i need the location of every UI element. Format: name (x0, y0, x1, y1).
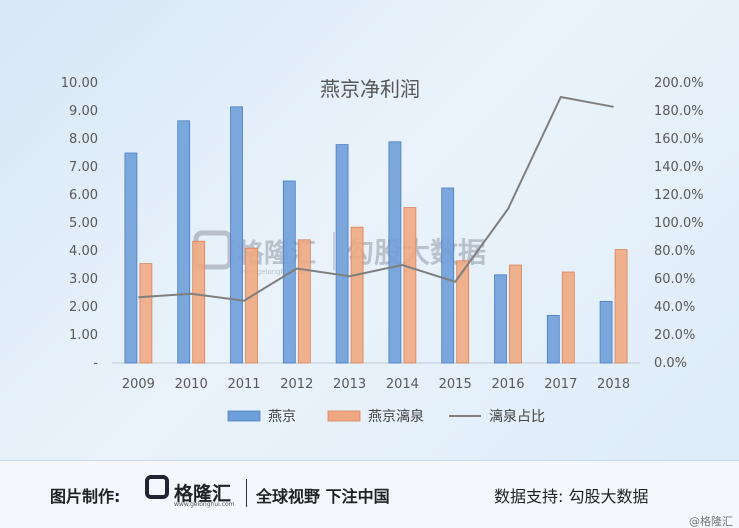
liquan-bar (456, 260, 470, 364)
left-tick-label: 9.00 (69, 104, 98, 119)
left-tick-label: 6.00 (69, 188, 98, 203)
left-tick-label: - (93, 356, 98, 371)
left-tick-label: 3.00 (69, 272, 98, 287)
yanjing-bar (546, 314, 560, 364)
plot-layer: - 1.00 2.00 3.00 4.00 5.00 6.00 7.00 8.00 9.00 10.… (61, 76, 704, 425)
made-by-label: 图片制作: (50, 487, 121, 506)
x-tick-label: 2012 (280, 377, 313, 392)
left-tick-label: 8.00 (69, 132, 98, 147)
liquan-bar (192, 240, 206, 364)
left-tick-label: 10.00 (61, 76, 98, 91)
x-tick-label: 2009 (122, 377, 155, 392)
data-support: 数据支持: 勾股大数据 (494, 487, 649, 506)
liquan-bar (139, 263, 153, 364)
left-tick-label: 5.00 (69, 216, 98, 231)
liquan-bar (561, 271, 575, 364)
liquan-bar (297, 239, 311, 364)
right-tick-label: 160.0% (654, 132, 704, 147)
yanjing-bar (335, 144, 349, 364)
right-tick-label: 80.0% (654, 244, 695, 259)
right-tick-label: 120.0% (654, 188, 704, 203)
legend-swatch (327, 410, 361, 422)
footer: 图片制作: 格隆汇 www.gelonghui.com 全球视野 下注中国 数据… (0, 460, 739, 528)
x-tick-label: 2015 (439, 377, 472, 392)
liquan-bar (245, 247, 258, 364)
chart-area: 燕京净利润 格隆汇 www.gelonghui.com 勾股大数据 -1.002… (61, 76, 704, 425)
right-tick-label: 0.0% (654, 356, 687, 371)
right-tick-label: 40.0% (654, 300, 695, 315)
brand-logo-icon (145, 475, 169, 499)
footer-brand-url: www.gelonghui.com (174, 501, 235, 508)
footer-divider (246, 479, 247, 507)
x-tick-label: 2017 (544, 377, 577, 392)
liquan-bar (509, 264, 522, 364)
x-tick-label: 2013 (333, 377, 366, 392)
legend-label: 燕京 (268, 409, 296, 425)
yanjing-bar (124, 152, 138, 364)
legend-label: 燕京漓泉 (368, 408, 424, 425)
x-tick-label: 2011 (227, 377, 260, 392)
left-tick-label: 2.00 (69, 300, 98, 315)
liquan-bar (350, 226, 364, 364)
right-tick-label: 60.0% (654, 272, 695, 287)
x-tick-label: 2016 (491, 377, 524, 392)
x-tick-label: 2018 (597, 377, 630, 392)
yanjing-bar (388, 141, 402, 364)
right-tick-label: 20.0% (654, 328, 695, 343)
net-profit-chart: 燕京净利润 格隆汇 www.gelonghui.com 勾股大数据 -1.002… (61, 76, 704, 425)
left-tick-label: 4.00 (69, 244, 98, 259)
corner-watermark: @格隆汇 (689, 515, 733, 528)
right-tick-label: 180.0% (654, 104, 704, 119)
legend-swatch (227, 410, 261, 422)
yanjing-bar (599, 300, 613, 364)
watermark-brand-url: www.gelonghui.com (238, 268, 309, 276)
legend-label: 漓泉占比 (489, 408, 545, 425)
footer-brand: 格隆汇 (174, 483, 232, 505)
liquan-bar (614, 249, 628, 364)
liquan-share-line (138, 95, 614, 302)
right-tick-label: 100.0% (654, 216, 704, 231)
yanjing-bar (230, 106, 243, 364)
x-tick-label: 2014 (386, 377, 419, 392)
yanjing-bar (494, 274, 507, 364)
right-tick-label: 200.0% (654, 76, 704, 91)
chart-title: 燕京净利润 (320, 77, 420, 101)
yanjing-bar (177, 120, 191, 364)
right-tick-label: 140.0% (654, 160, 704, 175)
left-tick-label: 7.00 (69, 160, 98, 175)
footer-slogan: 全球视野 下注中国 (256, 487, 390, 506)
x-tick-label: 2010 (175, 377, 208, 392)
yanjing-bar (441, 187, 455, 364)
liquan-bar (403, 207, 417, 364)
left-tick-label: 1.00 (69, 328, 98, 343)
